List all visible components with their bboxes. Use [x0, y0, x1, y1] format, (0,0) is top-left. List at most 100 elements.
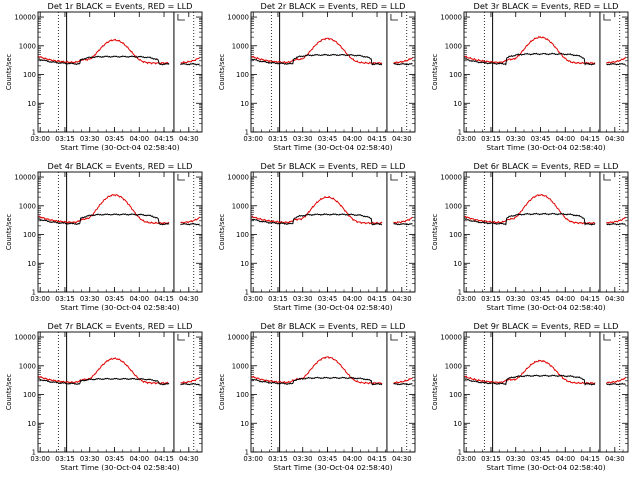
y-tick-label: 10000	[227, 14, 249, 22]
lld-series-segment-2	[180, 216, 200, 225]
plot-frame	[37, 331, 203, 453]
lld-series-segment-2	[606, 56, 626, 64]
x-tick-label: 04:30	[179, 295, 199, 303]
x-tick-label: 04:30	[392, 295, 412, 303]
detector-panel-7: Det 7r BLACK = Events, RED = LLD Start Ti…	[5, 321, 203, 472]
x-tick-label: 04:15	[154, 295, 174, 303]
x-tick-label: 03:15	[268, 455, 288, 463]
y-tick-label: 100	[23, 231, 36, 239]
lld-series-segment-1	[38, 38, 170, 65]
events-series-segment-1	[251, 213, 383, 226]
y-tick-label: 100	[449, 231, 462, 239]
x-tick-label: 04:15	[154, 135, 174, 143]
panel-title: Det 2r BLACK = Events, RED = LLD	[261, 1, 406, 11]
x-tick-label: 04:00	[342, 455, 362, 463]
x-tick-label: 04:00	[129, 135, 149, 143]
x-tick-label: 03:15	[481, 135, 501, 143]
x-tick-label: 04:30	[605, 135, 625, 143]
y-tick-label: 10	[27, 420, 36, 428]
panel-title: Det 4r BLACK = Events, RED = LLD	[48, 161, 193, 171]
panel-title: Det 9r BLACK = Events, RED = LLD	[474, 321, 619, 331]
x-tick-label: 03:00	[243, 135, 263, 143]
x-tick-label: 04:30	[179, 135, 199, 143]
marker-bracket	[603, 334, 611, 341]
x-tick-label: 03:00	[456, 135, 476, 143]
lld-series-segment-1	[251, 195, 383, 225]
lld-series-segment-2	[606, 217, 626, 224]
x-axis-label: Start Time (30-Oct-04 02:58:40)	[486, 463, 605, 472]
x-tick-label: 04:00	[555, 295, 575, 303]
y-tick-label: 10	[453, 420, 462, 428]
y-tick-label: 10000	[14, 334, 36, 342]
x-tick-label: 03:15	[55, 135, 75, 143]
x-tick-label: 03:00	[30, 295, 50, 303]
x-tick-label: 03:45	[318, 295, 338, 303]
y-tick-label: 10	[27, 100, 36, 108]
x-tick-label: 03:00	[243, 455, 263, 463]
x-tick-label: 03:00	[456, 295, 476, 303]
y-tick-label: 10	[240, 420, 249, 428]
x-tick-label: 04:15	[367, 295, 387, 303]
y-tick-label: 10	[453, 260, 462, 268]
x-tick-label: 04:30	[392, 455, 412, 463]
x-tick-label: 04:00	[555, 135, 575, 143]
plot-frame	[463, 171, 629, 293]
detector-panel-1: Det 1r BLACK = Events, RED = LLD Start Ti…	[5, 1, 203, 152]
events-series-segment-2	[393, 382, 413, 386]
x-tick-label: 04:15	[580, 455, 600, 463]
lld-series-segment-1	[251, 37, 383, 65]
panel-title: Det 8r BLACK = Events, RED = LLD	[261, 321, 406, 331]
detector-panel-2: Det 2r BLACK = Events, RED = LLD Start Ti…	[218, 1, 416, 152]
x-tick-label: 03:15	[481, 455, 501, 463]
x-tick-label: 03:45	[318, 455, 338, 463]
y-tick-label: 1	[245, 449, 249, 457]
y-tick-label: 10000	[227, 334, 249, 342]
plot-frame	[463, 331, 629, 453]
x-tick-label: 03:45	[531, 295, 551, 303]
y-tick-label: 10000	[440, 174, 462, 182]
x-axis-label: Start Time (30-Oct-04 02:58:40)	[486, 143, 605, 152]
events-series-segment-2	[180, 222, 200, 226]
x-tick-label: 03:00	[30, 455, 50, 463]
y-tick-label: 10	[240, 100, 249, 108]
y-tick-label: 10	[453, 100, 462, 108]
lld-series-segment-2	[393, 377, 413, 384]
x-axis-label: Start Time (30-Oct-04 02:58:40)	[273, 463, 392, 472]
events-series-segment-2	[180, 62, 200, 66]
events-series-segment-2	[606, 382, 626, 386]
marker-bracket	[390, 14, 398, 21]
x-tick-label: 04:15	[367, 455, 387, 463]
x-tick-label: 03:00	[456, 455, 476, 463]
y-tick-label: 1	[458, 129, 462, 137]
events-series-segment-1	[464, 212, 596, 226]
lld-series-segment-1	[464, 359, 596, 385]
y-tick-label: 1	[245, 289, 249, 297]
plot-frame	[37, 11, 203, 133]
y-axis-label: Counts/sec	[218, 213, 226, 250]
marker-bracket	[603, 174, 611, 181]
panel-title: Det 6r BLACK = Events, RED = LLD	[474, 161, 619, 171]
x-tick-label: 03:45	[318, 135, 338, 143]
events-series-segment-1	[464, 52, 596, 66]
x-tick-label: 04:00	[129, 295, 149, 303]
events-series-segment-2	[393, 223, 413, 226]
x-tick-label: 03:15	[55, 455, 75, 463]
x-axis-label: Start Time (30-Oct-04 02:58:40)	[273, 303, 392, 312]
y-tick-label: 1000	[445, 202, 462, 210]
y-tick-label: 100	[449, 391, 462, 399]
x-tick-label: 04:15	[580, 135, 600, 143]
y-tick-label: 1	[32, 289, 36, 297]
x-tick-label: 03:15	[268, 295, 288, 303]
x-tick-label: 03:45	[105, 135, 125, 143]
detector-panel-9: Det 9r BLACK = Events, RED = LLD Start Ti…	[431, 321, 629, 472]
lld-series-segment-2	[393, 57, 413, 64]
y-axis-label: Counts/sec	[218, 373, 226, 410]
events-series-segment-2	[606, 222, 626, 226]
x-tick-label: 03:30	[293, 135, 313, 143]
x-tick-label: 04:00	[129, 455, 149, 463]
y-tick-label: 1	[32, 449, 36, 457]
panel-title: Det 7r BLACK = Events, RED = LLD	[48, 321, 193, 331]
y-tick-label: 1000	[232, 202, 249, 210]
x-tick-label: 04:30	[392, 135, 412, 143]
